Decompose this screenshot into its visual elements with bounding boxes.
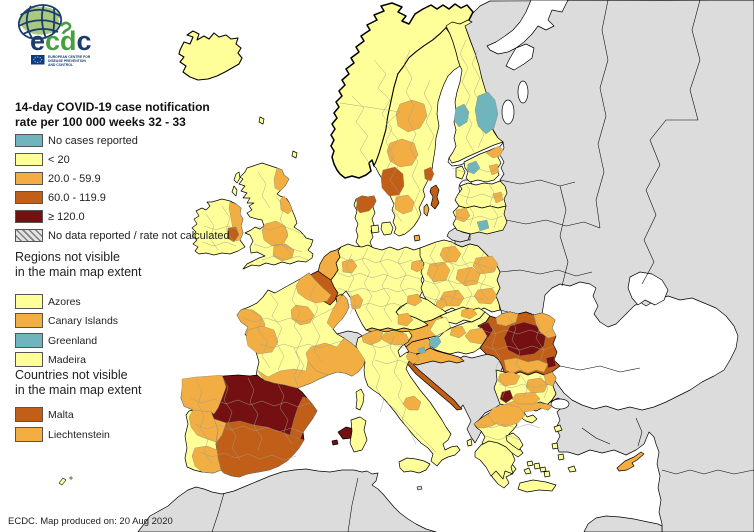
svg-text:ecdc: ecdc [30, 26, 92, 56]
svg-text:AND CONTROL: AND CONTROL [48, 63, 73, 67]
svg-text:EUROPEAN CENTRE FOR: EUROPEAN CENTRE FOR [48, 55, 91, 59]
svg-text:DISEASE PREVENTION: DISEASE PREVENTION [48, 59, 86, 63]
